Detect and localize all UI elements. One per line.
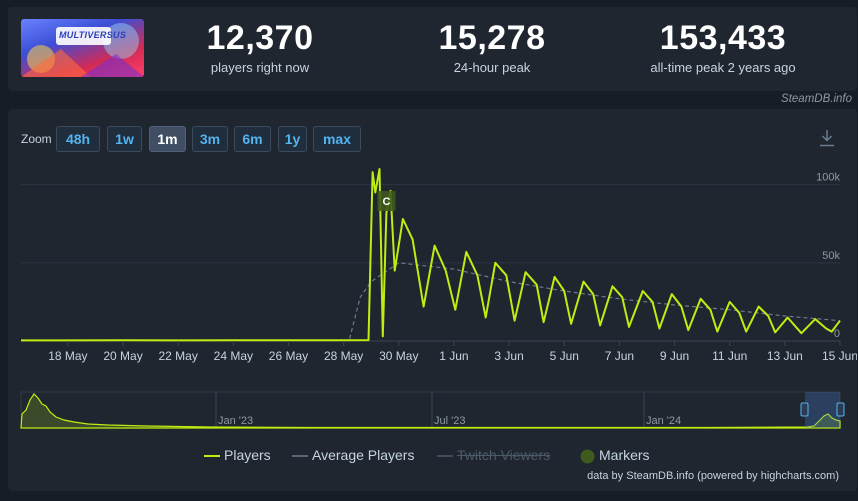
stats-panel: MULTIVERSUS 12,370 players right now 15,… [8, 7, 857, 91]
legend-label-average: Average Players [312, 447, 415, 463]
zoom-button-3m[interactable]: 3m [192, 126, 228, 152]
peak-24h-value: 15,278 [438, 19, 546, 57]
alltime-peak-value: 153,433 [659, 19, 787, 57]
chart-marker[interactable]: C [377, 191, 396, 211]
zoom-button-48h[interactable]: 48h [56, 126, 100, 152]
navigator-label-jan23: Jan '23 [218, 415, 253, 427]
chart-markers[interactable]: C [377, 191, 396, 211]
zoom-button-6m[interactable]: 6m [234, 126, 271, 152]
legend-line-average [292, 455, 308, 458]
x-axis: 18 May 20 May 22 May 24 May 26 May 28 May 30 M… [48, 341, 857, 363]
stat-24h-peak: 15,278 24-hour peak [416, 20, 568, 75]
x-tick-label: 30 May [379, 349, 418, 363]
game-logo-text: MULTIVERSUS [59, 30, 127, 40]
stat-alltime-peak: 153,433 all-time peak 2 years ago [628, 20, 818, 75]
player-count-chart[interactable]: C 0 50k 100k 18 May 20 May 22 May 24 May 26 Ma… [8, 149, 857, 419]
y-tick-label: 50k [822, 250, 840, 262]
legend-line-twitch [437, 455, 453, 458]
x-tick-label: 20 May [103, 349, 142, 363]
alltime-peak-label: all-time peak 2 years ago [650, 60, 796, 75]
highcharts-credit[interactable]: data by SteamDB.info (powered by highcha… [587, 470, 839, 482]
players-line [21, 168, 841, 342]
marker-flag[interactable] [377, 191, 396, 211]
download-icon[interactable] [819, 129, 835, 147]
x-tick-label: 11 Jun [712, 349, 747, 363]
legend-item-players[interactable]: Players [204, 446, 271, 464]
zoom-button-1m[interactable]: 1m [149, 126, 186, 152]
navigator-label-jul23: Jul '23 [434, 415, 465, 427]
zoom-label: Zoom [21, 132, 52, 146]
navigator-frame [20, 391, 841, 429]
legend-label-twitch: Twitch Viewers [457, 447, 551, 463]
legend-label-players: Players [224, 447, 271, 463]
navigator-area [20, 393, 841, 429]
x-tick-label: 13 Jun [767, 349, 803, 363]
x-tick-label: 24 May [214, 349, 253, 363]
x-tick-label: 5 Jun [550, 349, 579, 363]
zoom-button-max[interactable]: max [313, 126, 361, 152]
x-tick-label: 28 May [324, 349, 363, 363]
stat-players-now: 12,370 players right now [184, 20, 336, 75]
legend-item-average[interactable]: Average Players [292, 446, 414, 464]
navigator-left-handle[interactable] [800, 402, 809, 417]
average-players-series [329, 262, 841, 341]
x-tick-label: 26 May [269, 349, 308, 363]
chart-panel: Zoom 48h 1w 1m 3m 6m 1y max C 0 50k 100k 1… [8, 109, 857, 491]
y-axis: 0 50k 100k [816, 172, 840, 340]
navigator-right-handle[interactable] [836, 402, 845, 417]
players-now-label: players right now [210, 60, 310, 75]
peak-24h-label: 24-hour peak [453, 60, 531, 75]
navigator-label-jan24: Jan '24 [646, 415, 681, 427]
players-now-value: 12,370 [206, 19, 314, 57]
legend-item-markers[interactable]: Markers [580, 446, 650, 464]
x-tick-label: 18 May [48, 349, 87, 363]
legend-label-markers: Markers [599, 447, 650, 463]
zoom-button-1w[interactable]: 1w [107, 126, 142, 152]
x-tick-label: 3 Jun [494, 349, 523, 363]
players-series [21, 168, 841, 342]
marker-label: C [383, 196, 391, 208]
legend-line-players [204, 455, 220, 458]
range-navigator[interactable]: Jan '23 Jul '23 Jan '24 [8, 390, 857, 432]
average-players-line [329, 262, 841, 341]
navigator-selection[interactable] [805, 392, 840, 428]
y-tick-label: 100k [816, 172, 840, 184]
y-tick-label: 0 [834, 328, 840, 340]
x-tick-label: 1 Jun [439, 349, 468, 363]
x-tick-label: 7 Jun [605, 349, 634, 363]
game-logo-art [21, 23, 144, 77]
x-tick-label: 9 Jun [660, 349, 689, 363]
legend-item-twitch[interactable]: Twitch Viewers [437, 446, 550, 464]
game-header-image[interactable]: MULTIVERSUS [21, 19, 144, 77]
x-tick-label: 15 Jun [822, 349, 857, 363]
legend-dot-markers [580, 449, 595, 464]
zoom-button-1y[interactable]: 1y [278, 126, 307, 152]
steamdb-credit-link[interactable]: SteamDB.info [781, 93, 852, 105]
x-tick-label: 22 May [159, 349, 198, 363]
